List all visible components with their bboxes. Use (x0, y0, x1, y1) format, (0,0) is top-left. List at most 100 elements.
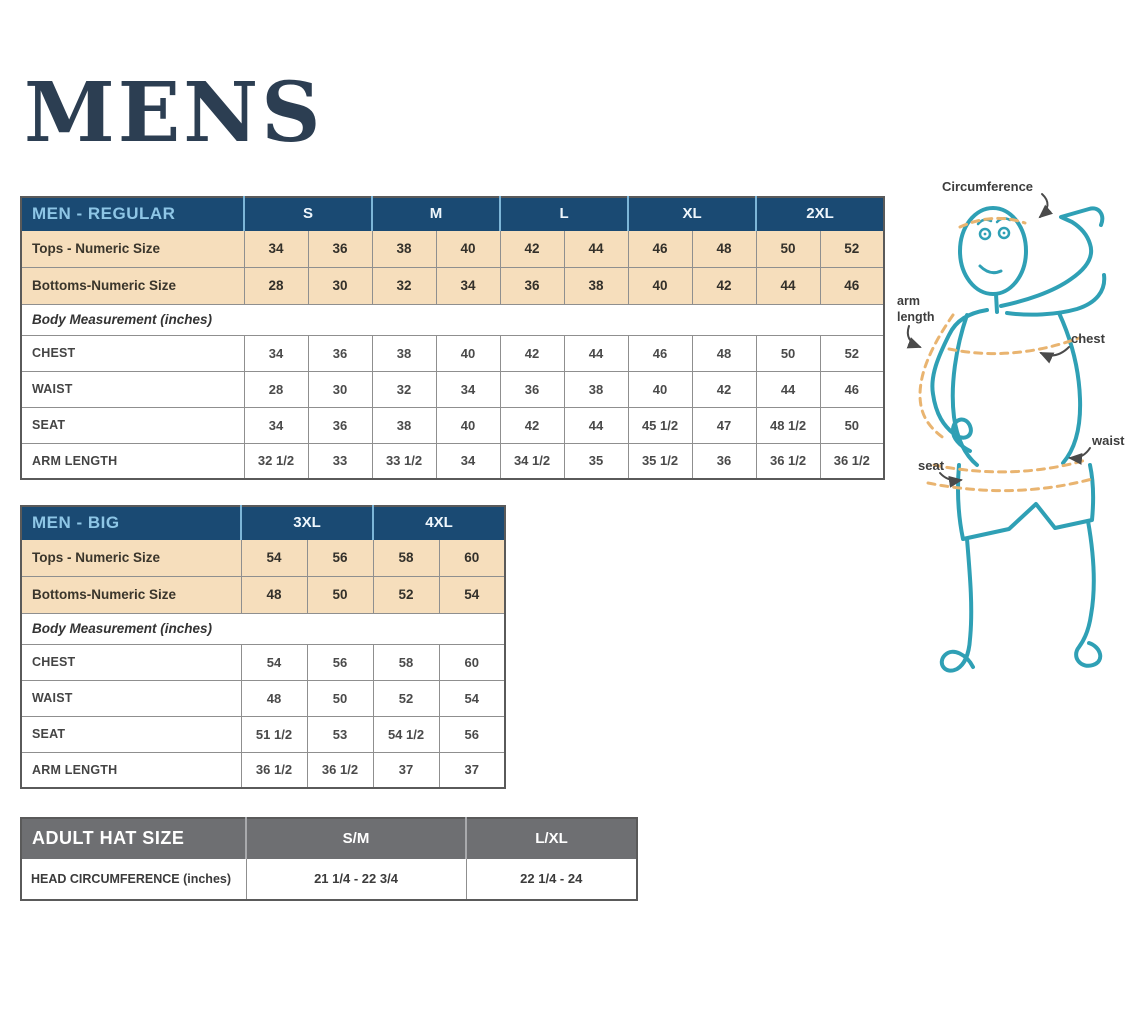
table-cell: 44 (755, 370, 821, 408)
table-cell: 54 (240, 643, 308, 681)
table-cell: 34 (435, 266, 501, 305)
figure-left-leg (939, 537, 975, 673)
figure-labels: Circumference arm length chest waist sea… (897, 179, 1125, 473)
table-row: SEAT 34 36 38 40 42 44 45 1/2 47 48 1/2 50 (20, 406, 885, 444)
table-cell: 42 (499, 334, 565, 372)
table-cell: 40 (435, 406, 501, 444)
figure-torso-right (1057, 311, 1083, 465)
table-cell: 32 (371, 266, 437, 305)
table-cell: 51 1/2 (240, 715, 308, 753)
table-cell: 52 (819, 334, 885, 372)
table-cell: 46 (819, 370, 885, 408)
table-cell: 40 (627, 370, 693, 408)
table-row: WAIST 48 50 52 54 (20, 679, 506, 717)
arm-length-label-line2: length (897, 310, 935, 324)
section-note-row: Body Measurement (inches) (20, 612, 506, 645)
table-cell: 36 (307, 334, 373, 372)
table-cell: 22 1/4 - 24 (465, 857, 638, 901)
table-cell: 36 (691, 442, 757, 480)
section-note: Body Measurement (inches) (20, 612, 506, 645)
table-cell: 50 (819, 406, 885, 444)
table-row: Tops - Numeric Size 34 36 38 40 42 44 46 48 50 52 (20, 229, 885, 268)
table-row: ARM LENGTH 32 1/2 33 33 1/2 34 34 1/2 35 35 1/2… (20, 442, 885, 480)
table-cell: 42 (691, 266, 757, 305)
table-cell: 48 1/2 (755, 406, 821, 444)
page-title: MENS (24, 65, 324, 161)
size-column-header: XL (627, 196, 757, 231)
row-label: WAIST (20, 679, 242, 717)
section-note-row: Body Measurement (inches) (20, 303, 885, 336)
waist-label: waist (1091, 433, 1125, 448)
table-cell: 34 (435, 442, 501, 480)
men-regular-table: MEN - REGULAR S M L XL 2XL Tops - Numeric Size… (20, 196, 886, 480)
table-cell: 30 (307, 266, 373, 305)
table-row: SEAT 51 1/2 53 54 1/2 56 (20, 715, 506, 753)
table-cell: 33 1/2 (371, 442, 437, 480)
size-column-header: M (371, 196, 501, 231)
chest-label: chest (1071, 331, 1106, 346)
row-label: HEAD CIRCUMFERENCE (inches) (20, 857, 247, 901)
seat-dash (926, 477, 1094, 493)
table-cell: 58 (372, 643, 440, 681)
figure-torso-left (950, 313, 979, 467)
table-cell: 36 1/2 (819, 442, 885, 480)
table-cell: 44 (563, 229, 629, 268)
body-measurement-figure: Circumference arm length chest waist sea… (897, 179, 1125, 673)
size-column-header: S (242, 196, 373, 231)
row-label: WAIST (20, 370, 245, 408)
table-cell: 50 (306, 575, 374, 614)
figure-shorts (956, 463, 1096, 541)
table-row: CHEST 54 56 58 60 (20, 643, 506, 681)
table-cell: 35 (563, 442, 629, 480)
seat-arrow (939, 472, 963, 488)
table-row: Bottoms-Numeric Size 48 50 52 54 (20, 575, 506, 614)
table-cell: 33 (307, 442, 373, 480)
row-label: CHEST (20, 334, 245, 372)
table-cell: 34 (243, 229, 309, 268)
figure-outline (930, 206, 1107, 673)
table-cell: 42 (691, 370, 757, 408)
table-cell: 38 (371, 229, 437, 268)
table-cell: 36 (307, 406, 373, 444)
table-cell: 28 (243, 266, 309, 305)
men-big-table: MEN - BIG 3XL 4XL Tops - Numeric Size 54 56 58… (20, 505, 507, 789)
row-label: ARM LENGTH (20, 442, 245, 480)
figure-right-leg (1074, 519, 1103, 668)
table-cell: 42 (499, 229, 565, 268)
table-cell: 53 (306, 715, 374, 753)
table-cell: 48 (240, 575, 308, 614)
table-cell: 58 (372, 538, 440, 577)
table-cell: 50 (755, 229, 821, 268)
table-cell: 45 1/2 (627, 406, 693, 444)
arm-length-dash (918, 313, 955, 441)
table-cell: 56 (306, 643, 374, 681)
table-cell: 47 (691, 406, 757, 444)
table-cell: 38 (371, 406, 437, 444)
table-cell: 36 1/2 (755, 442, 821, 480)
table-row: WAIST 28 30 32 34 36 38 40 42 44 46 (20, 370, 885, 408)
size-column-header: 2XL (755, 196, 885, 231)
table-cell: 40 (435, 229, 501, 268)
header-row: ADULT HAT SIZE S/M L/XL (20, 817, 638, 859)
table-cell: 48 (691, 229, 757, 268)
row-label: Bottoms-Numeric Size (20, 575, 242, 614)
header-row: MEN - BIG 3XL 4XL (20, 505, 506, 540)
table-cell: 36 (499, 370, 565, 408)
label-arrows (906, 193, 1091, 488)
figure-right-arm-top (999, 206, 1105, 308)
size-column-header: L (499, 196, 629, 231)
table-cell: 60 (438, 538, 506, 577)
arm-length-label-line1: arm (897, 294, 920, 308)
table-cell: 46 (627, 334, 693, 372)
measurement-dashes (918, 216, 1094, 493)
table-cell: 48 (691, 334, 757, 372)
table-cell: 36 1/2 (306, 751, 374, 789)
waist-arrow (1068, 447, 1091, 465)
adult-hat-size-table: ADULT HAT SIZE S/M L/XL HEAD CIRCUMFERENCE … (20, 817, 638, 901)
table-cell: 44 (563, 334, 629, 372)
table-cell: 54 (438, 679, 506, 717)
table-cell: 34 (243, 406, 309, 444)
table-cell: 54 (438, 575, 506, 614)
chest-arrow (1039, 346, 1070, 364)
